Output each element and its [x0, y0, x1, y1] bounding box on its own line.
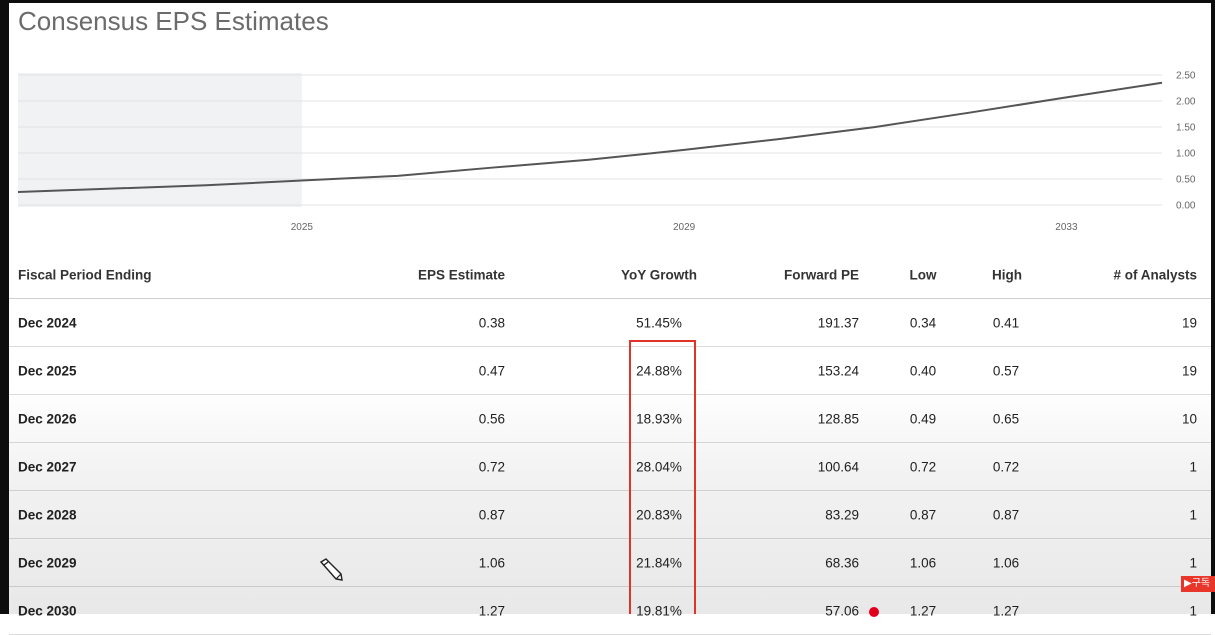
- historical-shaded-region: [18, 73, 302, 207]
- table-row: Dec 2027 0.72 28.04% 100.64 0.72 0.72 1: [9, 443, 1211, 491]
- cell-low: 0.40: [909, 363, 937, 378]
- table-row: Dec 2025 0.47 24.88% 153.24 0.40 0.57 19: [9, 347, 1211, 395]
- cell-analysts: 10: [1181, 411, 1197, 426]
- cell-yoy: 21.84%: [636, 555, 682, 570]
- cell-low: 0.34: [909, 315, 937, 330]
- cell-period: Dec 2027: [18, 459, 77, 474]
- cell-analysts: 1: [1189, 603, 1197, 618]
- cell-forward-pe: 100.64: [817, 459, 859, 474]
- y-tick-label: 0.00: [1176, 201, 1196, 212]
- cell-eps: 0.72: [478, 459, 505, 474]
- subscribe-badge[interactable]: ▶구독: [1181, 576, 1215, 592]
- cell-period: Dec 2025: [18, 363, 77, 378]
- eps-estimates-table: Fiscal Period Ending EPS Estimate YoY Gr…: [9, 252, 1211, 635]
- table-row: Dec 2026 0.56 18.93% 128.85 0.49 0.65 10: [9, 395, 1211, 443]
- cell-low: 1.27: [909, 603, 937, 618]
- cell-forward-pe: 57.06: [825, 603, 859, 618]
- cell-low: 0.87: [909, 507, 937, 522]
- x-tick-label: 2029: [673, 222, 696, 233]
- cell-forward-pe: 68.36: [825, 555, 859, 570]
- cell-yoy: 51.45%: [636, 315, 682, 330]
- pencil-cursor-icon: [319, 558, 343, 581]
- cell-eps: 0.87: [478, 507, 505, 522]
- cell-high: 1.27: [992, 603, 1020, 618]
- cell-low: 0.72: [909, 459, 937, 474]
- cell-eps: 0.56: [478, 411, 505, 426]
- header-yoy[interactable]: YoY Growth: [620, 267, 697, 283]
- cell-yoy: 28.04%: [636, 459, 682, 474]
- cell-high: 1.06: [992, 555, 1020, 570]
- cell-period: Dec 2030: [18, 603, 77, 618]
- y-tick-label: 0.50: [1176, 175, 1196, 186]
- cell-low: 0.49: [909, 411, 937, 426]
- cell-forward-pe: 128.85: [817, 411, 859, 426]
- eps-series-line: [17, 81, 1163, 193]
- header-period[interactable]: Fiscal Period Ending: [18, 267, 152, 283]
- cell-analysts: 1: [1189, 555, 1197, 570]
- header-eps[interactable]: EPS Estimate: [417, 267, 505, 283]
- cell-period: Dec 2028: [18, 507, 77, 522]
- table-row: Dec 2030 1.27 19.81% 57.06 1.27 1.27 1: [9, 587, 1211, 635]
- frame-top: [0, 0, 1215, 3]
- x-tick-label: 2025: [291, 222, 314, 233]
- y-tick-label: 1.50: [1176, 123, 1196, 134]
- cell-period: Dec 2029: [18, 555, 77, 570]
- cell-high: 0.65: [992, 411, 1020, 426]
- cell-analysts: 19: [1181, 315, 1197, 330]
- cell-period: Dec 2026: [18, 411, 77, 426]
- cell-analysts: 1: [1189, 507, 1197, 522]
- table-body: Dec 2024 0.38 51.45% 191.37 0.34 0.41 19 Dec 20…: [9, 299, 1211, 635]
- y-tick-label: 2.50: [1176, 71, 1196, 82]
- cell-eps: 0.38: [478, 315, 505, 330]
- eps-line-chart: 2.50 2.00 1.50 1.00 0.50 0.00 2025 2029 2033: [17, 71, 1196, 233]
- y-tick-label: 2.00: [1176, 97, 1196, 108]
- cell-eps: 1.06: [478, 555, 505, 570]
- cell-forward-pe: 83.29: [825, 507, 859, 522]
- cell-yoy: 18.93%: [636, 411, 682, 426]
- cell-high: 0.72: [992, 459, 1020, 474]
- cell-yoy: 19.81%: [636, 603, 682, 618]
- cell-analysts: 19: [1181, 363, 1197, 378]
- cell-high: 0.41: [992, 315, 1020, 330]
- cell-forward-pe: 153.24: [817, 363, 859, 378]
- cell-period: Dec 2024: [18, 315, 77, 330]
- cell-yoy: 24.88%: [636, 363, 682, 378]
- cell-eps: 0.47: [478, 363, 505, 378]
- table-row: Dec 2028 0.87 20.83% 83.29 0.87 0.87 1: [9, 491, 1211, 539]
- header-analysts[interactable]: # of Analysts: [1113, 267, 1197, 283]
- y-tick-label: 1.00: [1176, 149, 1196, 160]
- table-row: Dec 2024 0.38 51.45% 191.37 0.34 0.41 19: [9, 299, 1211, 347]
- x-tick-label: 2033: [1055, 222, 1078, 233]
- header-high[interactable]: High: [992, 267, 1022, 283]
- cell-high: 0.87: [992, 507, 1020, 522]
- cell-low: 1.06: [909, 555, 937, 570]
- table-header-row: Fiscal Period Ending EPS Estimate YoY Gr…: [9, 252, 1211, 299]
- header-low[interactable]: Low: [909, 267, 937, 283]
- cell-high: 0.57: [992, 363, 1020, 378]
- red-dot-marker: [869, 607, 879, 617]
- frame-left: [0, 0, 9, 614]
- page-title: Consensus EPS Estimates: [18, 6, 329, 36]
- cell-eps: 1.27: [478, 603, 505, 618]
- header-forward-pe[interactable]: Forward PE: [783, 267, 859, 283]
- cell-yoy: 20.83%: [636, 507, 682, 522]
- table-row: Dec 2029 1.06 21.84% 68.36 1.06 1.06 1: [9, 539, 1211, 587]
- cell-analysts: 1: [1189, 459, 1197, 474]
- frame-right: [1211, 0, 1215, 614]
- cell-forward-pe: 191.37: [817, 315, 859, 330]
